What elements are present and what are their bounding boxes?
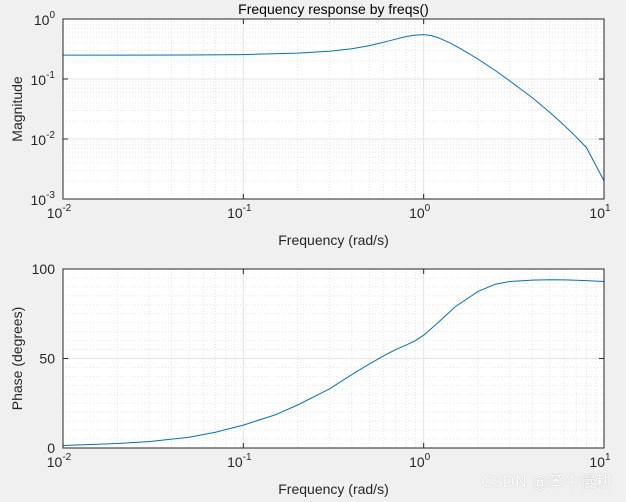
y-tick-label: 100: [34, 10, 56, 28]
y-axis-label: Magnitude: [9, 76, 25, 142]
y-tick-exponent: -2: [46, 130, 55, 141]
series-line: [63, 34, 605, 182]
y-tick-base: 10: [31, 132, 47, 148]
x-axis-label: Frequency (rad/s): [278, 481, 388, 497]
y-tick-label: 10-1: [31, 70, 56, 88]
y-tick-base: 10: [34, 12, 50, 28]
x-tick-exponent: 1: [605, 203, 611, 214]
x-tick-label: 10-1: [227, 452, 252, 470]
series-line: [62, 279, 605, 446]
x-tick-exponent: -1: [243, 203, 252, 214]
x-tick-exponent: 0: [425, 452, 431, 463]
chart-title: Frequency response by freqs(): [238, 1, 429, 17]
y-tick-label: 50: [39, 351, 55, 367]
watermark: CSDN @笨牛慢耕: [481, 472, 612, 491]
x-tick-exponent: 0: [425, 203, 431, 214]
x-tick-base: 10: [409, 454, 425, 470]
x-axis-label: Frequency (rad/s): [278, 232, 388, 248]
y-tick-exponent: -1: [46, 70, 55, 81]
x-tick-label: 10-2: [47, 203, 72, 221]
plot-area: [63, 19, 604, 199]
x-tick-exponent: 1: [605, 452, 611, 463]
x-tick-base: 10: [47, 205, 63, 221]
y-tick-label: 10-3: [31, 190, 56, 208]
y-tick-exponent: -3: [46, 190, 55, 201]
x-tick-label: 10-2: [47, 452, 72, 470]
x-tick-exponent: -1: [243, 452, 252, 463]
x-tick-base: 10: [227, 454, 243, 470]
x-tick-label: 101: [589, 203, 611, 221]
y-tick-label: 10-2: [31, 130, 56, 148]
axes-box: [62, 18, 605, 200]
y-tick-base: 10: [31, 192, 47, 208]
x-tick-base: 10: [409, 205, 425, 221]
x-tick-base: 10: [589, 454, 605, 470]
y-axis-label: Phase (degrees): [9, 307, 25, 411]
y-tick-exponent: 0: [49, 10, 55, 21]
x-tick-label: 100: [409, 452, 431, 470]
x-tick-label: 10-1: [227, 203, 252, 221]
grid: [63, 269, 604, 448]
x-tick-base: 10: [227, 205, 243, 221]
y-tick-label: 0: [47, 440, 55, 456]
x-tick-base: 10: [47, 454, 63, 470]
x-tick-label: 100: [409, 203, 431, 221]
y-tick-base: 10: [31, 72, 47, 88]
y-tick-label: 100: [32, 261, 56, 277]
x-tick-exponent: -2: [62, 203, 71, 214]
x-tick-base: 10: [589, 205, 605, 221]
x-tick-exponent: -2: [62, 452, 71, 463]
x-tick-label: 101: [589, 452, 611, 470]
